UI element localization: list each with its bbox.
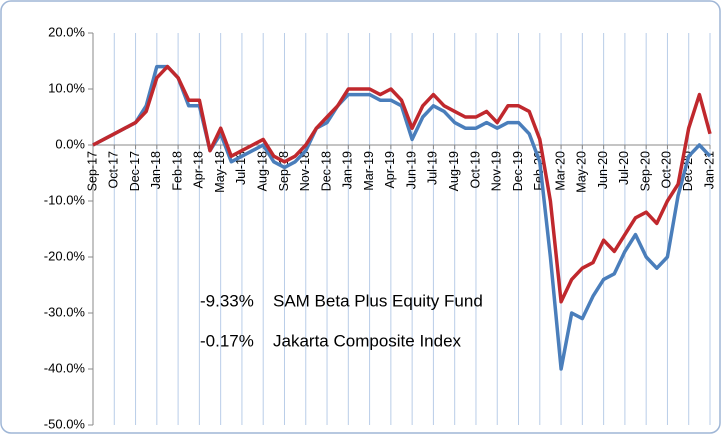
x-tick-label: Dec-18: [319, 151, 333, 191]
x-tick-label: May-18: [213, 151, 227, 193]
series-line: [92, 64, 712, 371]
y-tick-label: -40.0%: [44, 360, 86, 375]
x-tick-label: Jun-20: [596, 151, 610, 189]
y-tick-label: 20.0%: [48, 24, 85, 39]
x-tick-label: Nov-18: [298, 151, 312, 191]
x-tick-label: Jan-19: [341, 151, 355, 189]
series-line: [92, 64, 712, 304]
x-tick-label: Dec-17: [128, 151, 142, 191]
x-tick-label: Dec-19: [511, 151, 525, 191]
x-tick-label: Aug-18: [256, 151, 270, 191]
x-tick-label: Mar-20: [553, 151, 567, 191]
x-tick-label: Dec-20: [681, 151, 695, 191]
x-tick-label: Oct-19: [468, 151, 482, 189]
x-tick-label: Jun-19: [404, 151, 418, 189]
x-tick-label: May-20: [575, 151, 589, 193]
y-tick-label: -20.0%: [44, 248, 86, 263]
x-tick-label: Mar-19: [362, 151, 376, 191]
legend-return: -0.17%: [200, 331, 254, 350]
x-tick-label: Jan-18: [149, 151, 163, 189]
legend-return: -9.33%: [200, 291, 254, 310]
x-tick-label: Jul-19: [426, 151, 440, 185]
x-tick-label: Jul-20: [617, 151, 631, 185]
x-tick-label: Oct-17: [107, 151, 121, 189]
x-tick-label: Apr-18: [192, 151, 206, 189]
x-tick-label: Aug-19: [447, 151, 461, 191]
x-tick-label: Nov-19: [490, 151, 504, 191]
x-tick-label: Oct-20: [660, 151, 674, 189]
y-tick-label: -10.0%: [44, 192, 86, 207]
x-tick-label: Jan-21: [702, 151, 716, 189]
x-tick-label: Sep-17: [85, 151, 99, 191]
x-tick-label: Sep-20: [638, 151, 652, 191]
x-tick-label: Apr-19: [383, 151, 397, 189]
y-tick-label: 0.0%: [55, 136, 85, 151]
y-tick-label: 10.0%: [48, 80, 85, 95]
legend-label: SAM Beta Plus Equity Fund: [273, 291, 483, 310]
legend-label: Jakarta Composite Index: [273, 331, 462, 350]
y-tick-label: -30.0%: [44, 304, 86, 319]
y-tick-label: -50.0%: [44, 416, 86, 431]
x-tick-label: Feb-18: [170, 151, 184, 191]
